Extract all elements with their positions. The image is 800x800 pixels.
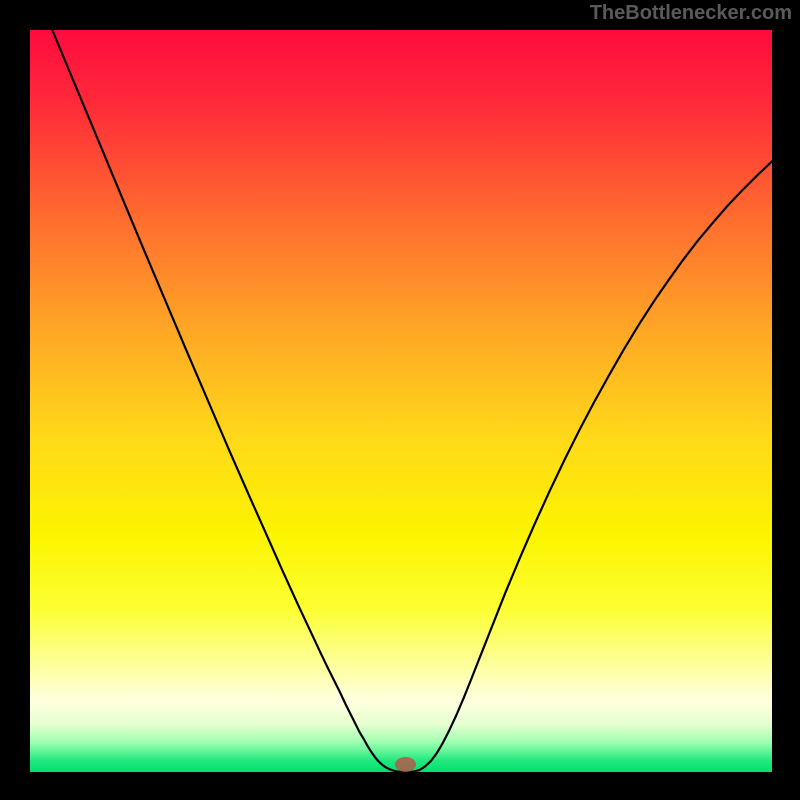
minimum-marker bbox=[395, 757, 416, 772]
watermark-text: TheBottlenecker.com bbox=[590, 2, 792, 25]
chart-container: TheBottlenecker.com bbox=[0, 0, 800, 800]
plot-area bbox=[30, 30, 772, 772]
curve-line bbox=[30, 30, 772, 772]
